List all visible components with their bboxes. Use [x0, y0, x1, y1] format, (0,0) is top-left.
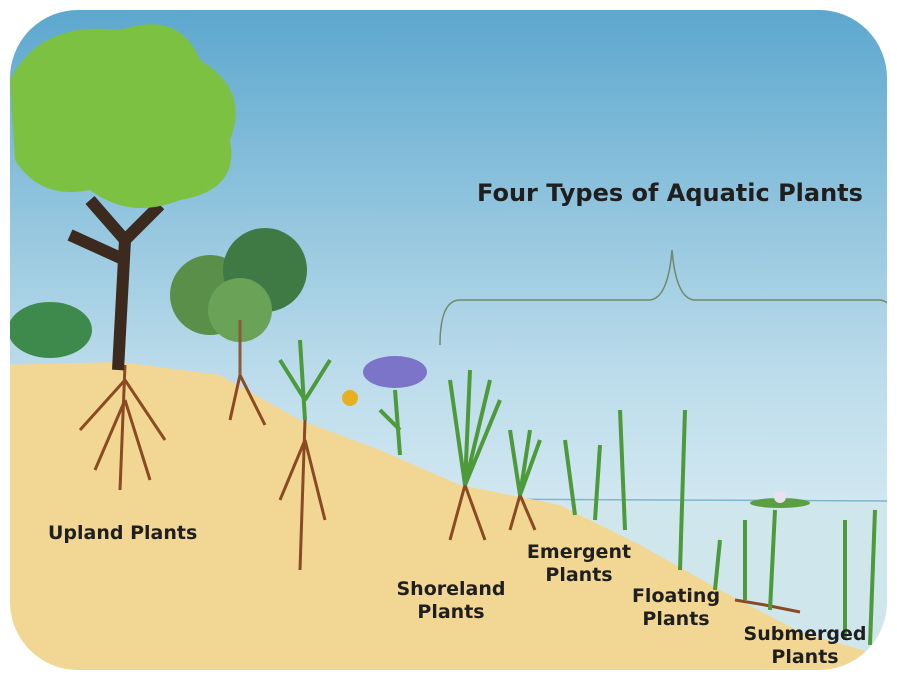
- plant-label: Shoreland Plants: [392, 578, 510, 624]
- title: Four Types of Aquatic Plants: [455, 178, 885, 208]
- plant-label: Emergent Plants: [520, 541, 638, 587]
- diagram: Four Types of Aquatic Plants Upland Plan…: [0, 0, 897, 680]
- plant-label: Submerged Plants: [735, 623, 875, 669]
- plant-label: Floating Plants: [620, 585, 732, 631]
- plant-label: Upland Plants: [48, 522, 218, 545]
